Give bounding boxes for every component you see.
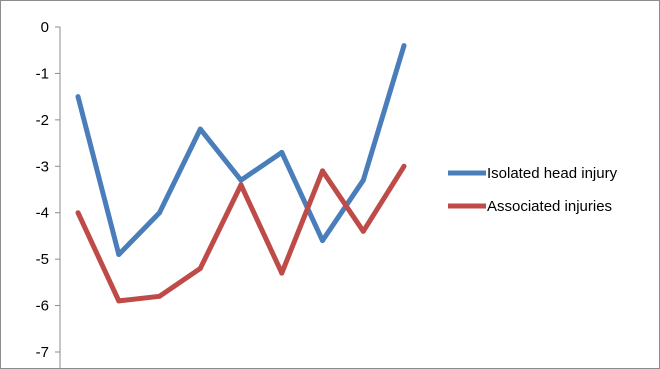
data-point <box>116 298 122 304</box>
data-point <box>279 270 285 276</box>
y-tick-label: -4 <box>36 205 49 222</box>
data-point <box>157 210 162 216</box>
data-point <box>75 94 81 100</box>
y-tick-label: -3 <box>36 158 49 175</box>
data-point <box>157 293 162 299</box>
y-tick-label: -5 <box>36 251 49 268</box>
plot-series <box>75 43 407 304</box>
data-point <box>75 210 81 216</box>
y-tick-label: 0 <box>41 19 49 36</box>
y-tick-label: -7 <box>36 344 49 361</box>
data-point <box>197 126 203 132</box>
legend-label: Associated injuries <box>487 198 612 215</box>
data-point <box>320 238 325 244</box>
data-point <box>197 265 203 271</box>
legend: Isolated head injury Associated injuries <box>448 165 618 215</box>
y-tick-label: -6 <box>36 298 49 315</box>
y-tick-label: -1 <box>36 65 49 82</box>
data-point <box>116 252 122 257</box>
data-point <box>360 177 366 183</box>
y-tick-label: -2 <box>36 112 49 129</box>
data-point <box>360 228 366 234</box>
y-axis: 0 -1 -2 -3 -4 -5 -6 -7 <box>36 19 61 368</box>
data-point <box>401 163 407 169</box>
data-point <box>238 177 244 183</box>
legend-label: Isolated head injury <box>487 165 618 182</box>
data-point <box>401 43 407 49</box>
data-point <box>238 182 244 188</box>
data-point <box>279 149 285 155</box>
data-point <box>320 168 325 174</box>
